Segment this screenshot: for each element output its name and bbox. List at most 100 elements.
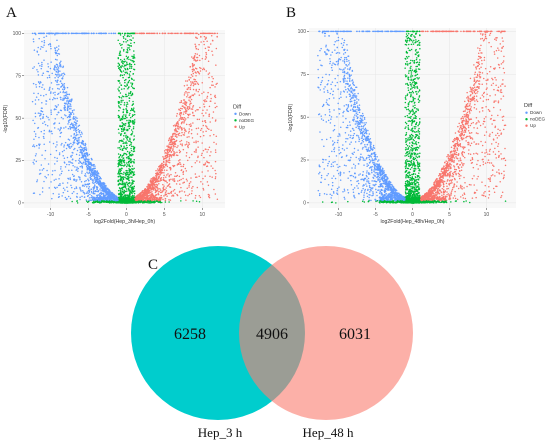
data-point [48,187,50,189]
data-point [195,80,198,83]
data-point [76,168,78,170]
data-point [161,171,163,174]
data-point [130,129,133,131]
data-point [86,186,88,188]
data-point [179,115,182,117]
data-point [73,175,75,177]
data-point [43,143,45,145]
data-point [191,64,194,66]
data-point [126,48,129,51]
data-point [39,112,41,115]
data-point [181,128,183,130]
data-point [39,48,42,50]
data-point [122,111,125,113]
data-point [123,37,125,39]
data-point [75,187,78,189]
data-point [78,159,80,161]
data-point [130,161,133,164]
data-point [210,165,212,167]
data-point [168,178,171,181]
data-point [180,99,183,102]
data-point [158,180,160,182]
data-point [40,46,43,48]
data-point [98,175,101,178]
data-point [174,192,176,195]
data-point [48,32,50,35]
data-point [54,76,56,79]
data-point [214,176,217,178]
data-point [123,152,125,155]
data-point [126,190,128,192]
data-point [63,144,66,146]
data-point [124,122,127,125]
data-point [86,169,88,171]
data-point [122,40,125,43]
data-point [83,161,85,163]
data-point [102,32,104,35]
data-point [131,108,133,110]
data-point [84,158,86,161]
data-point [79,177,81,179]
data-point [133,79,135,81]
data-point [174,171,177,174]
data-point [59,128,61,131]
data-point [34,99,37,101]
data-point [202,131,204,133]
data-point [77,125,80,127]
data-point [188,91,190,94]
data-point [83,32,86,35]
data-point [71,98,73,100]
data-point [87,178,89,180]
data-point [174,135,177,138]
data-point [94,170,97,173]
data-point [132,147,135,149]
data-point [165,176,167,178]
data-point [198,161,201,163]
data-point [192,94,194,96]
data-point [66,109,69,112]
data-point [33,145,36,148]
data-point [60,82,63,85]
data-point [121,201,123,204]
data-point [75,186,78,188]
data-point [38,85,41,88]
data-point [159,191,162,194]
data-point [201,68,204,71]
data-point [192,72,195,75]
data-point [86,201,89,203]
data-point [147,201,149,204]
data-point [119,92,122,94]
data-point [133,41,136,44]
data-point [214,95,216,98]
data-point [91,174,94,177]
data-point [195,148,197,150]
data-point [204,120,206,122]
data-point [182,177,184,180]
data-point [133,57,135,59]
data-point [59,135,61,138]
data-point [81,151,83,154]
data-point [187,86,190,89]
data-point [187,114,190,117]
data-point [62,90,65,92]
data-point [194,55,196,57]
data-point [167,161,169,163]
data-point [42,72,45,74]
data-point [42,84,44,86]
data-point [175,130,178,133]
data-point [79,178,81,181]
data-point [128,144,131,147]
data-point [118,168,121,170]
data-point [149,179,152,181]
data-point [65,93,68,95]
data-point [192,84,195,87]
data-point [39,172,42,175]
data-point [195,68,198,70]
data-point [134,32,137,35]
data-point [37,46,39,49]
data-point [172,146,175,148]
data-point [82,143,84,146]
data-point [123,138,125,140]
data-point [120,88,123,90]
data-point [121,180,124,183]
